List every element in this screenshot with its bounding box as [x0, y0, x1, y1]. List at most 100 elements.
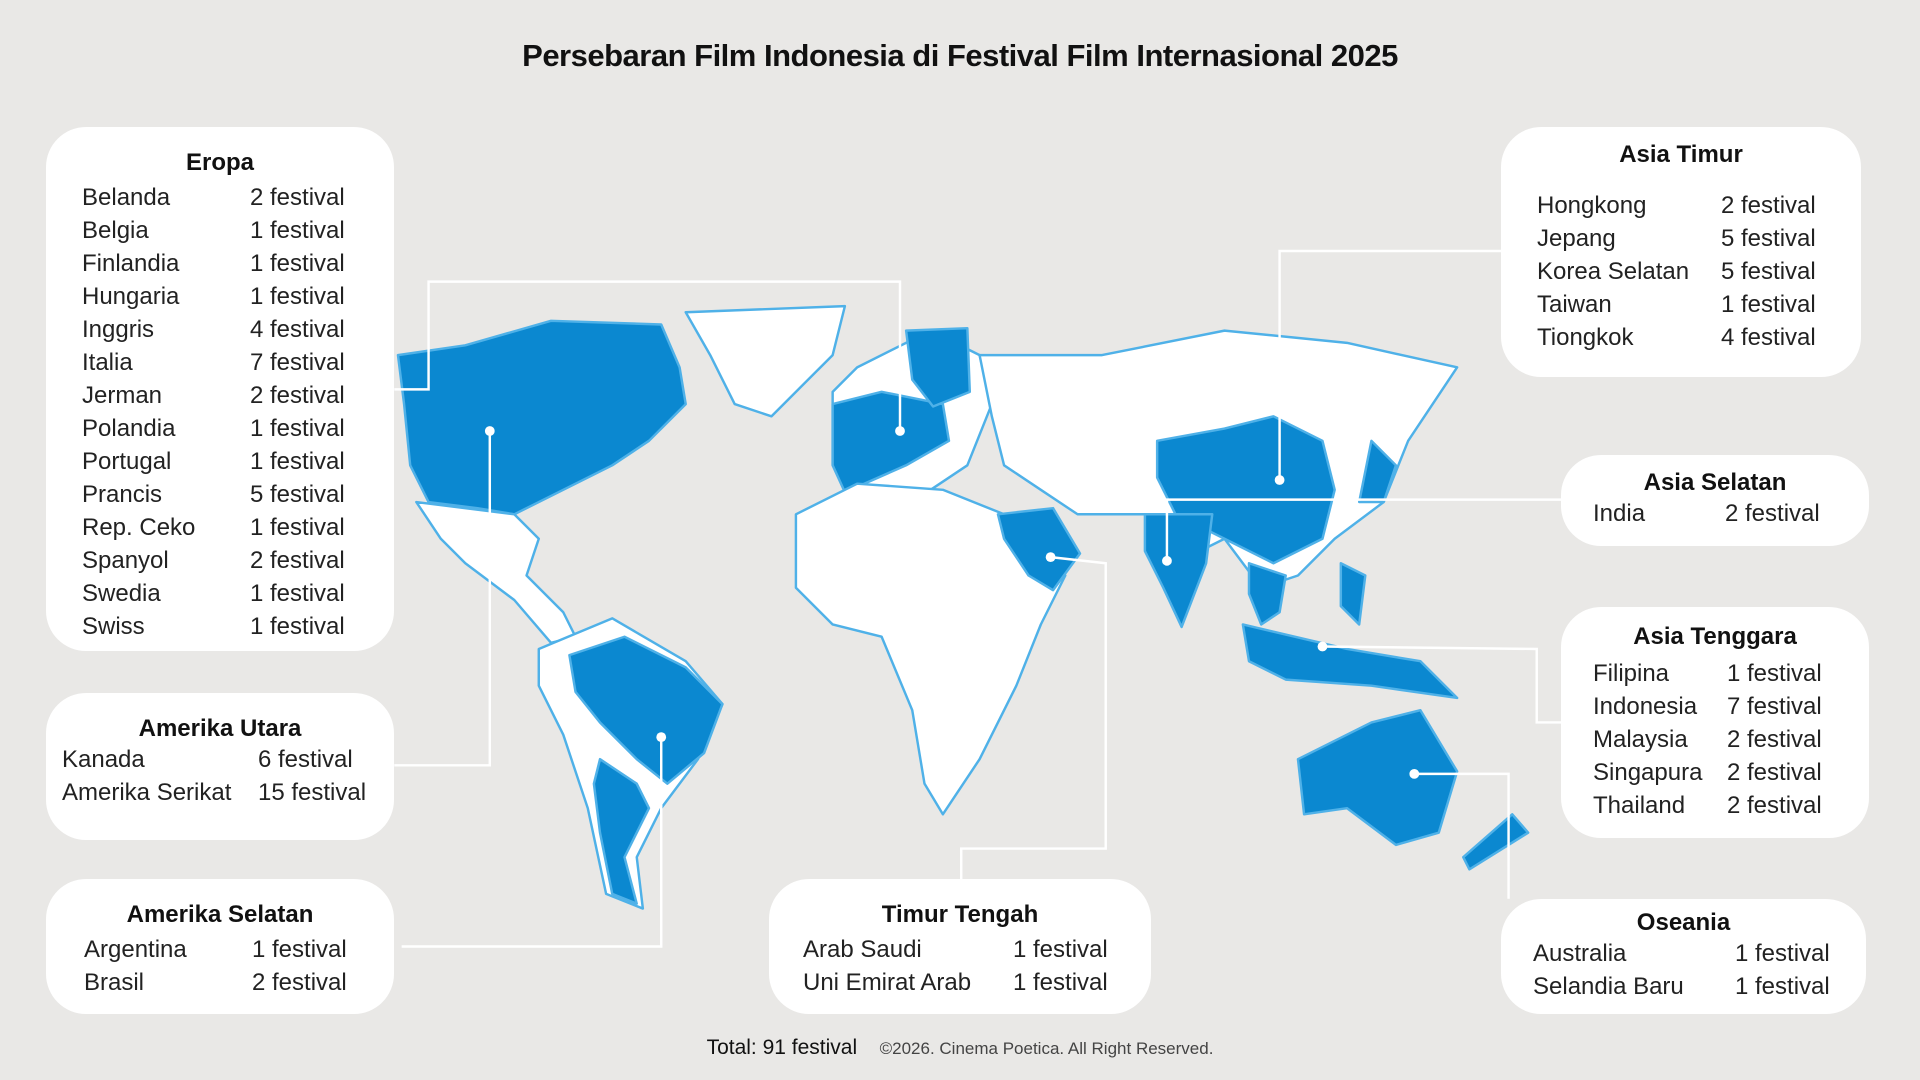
- country-name: Italia: [82, 349, 133, 376]
- country-name: Hongkong: [1537, 192, 1647, 219]
- region-title: Amerika Utara: [138, 715, 302, 742]
- region-box-asia-timur: Asia Timur Hongkong 2 festival Jepang 5 fest…: [1501, 127, 1861, 377]
- marker-eropa: [895, 426, 905, 436]
- country-row: Selandia Baru 1 festival: [1533, 970, 1834, 1003]
- country-name: Selandia Baru: [1533, 973, 1684, 1000]
- arabia: [996, 506, 1082, 592]
- country-row: Jepang 5 festival: [1537, 222, 1825, 255]
- festival-count: 1 festival: [250, 283, 345, 310]
- marker-asia-selatan: [1162, 555, 1172, 566]
- country-name: Rep. Ceko: [82, 514, 196, 541]
- festival-count: 1 festival: [1013, 936, 1108, 963]
- country-row: Portugal 1 festival: [82, 445, 358, 478]
- country-row: Hongkong 2 festival: [1537, 189, 1825, 222]
- australia: [1296, 708, 1459, 847]
- country-name: Amerika Serikat: [62, 779, 232, 806]
- country-name: Prancis: [82, 481, 163, 508]
- copyright: ©2026. Cinema Poetica. All Right Reserve…: [879, 1039, 1214, 1058]
- country-row: Finlandia 1 festival: [82, 247, 358, 280]
- festival-count: 1 festival: [252, 936, 347, 963]
- festival-count: 5 festival: [1721, 258, 1816, 285]
- festival-count: 5 festival: [1721, 225, 1816, 252]
- connector-asia-timur: [1278, 249, 1502, 480]
- region-box-asia-selatan: Asia Selatan India 2 festival: [1561, 455, 1869, 546]
- festival-count: 1 festival: [250, 250, 345, 277]
- country-name: Filipina: [1593, 660, 1670, 687]
- map-title: Persebaran Film Indonesia di Festival Fi…: [522, 38, 1398, 73]
- country-name: Uni Emirat Arab: [803, 969, 972, 996]
- country-row: Belgia 1 festival: [82, 214, 358, 247]
- region-box-oseania: Oseania Australia 1 festival Selandia Baru 1…: [1501, 899, 1866, 1014]
- country-name: Thailand: [1593, 792, 1686, 819]
- country-name: Taiwan: [1537, 291, 1612, 318]
- country-name: Australia: [1533, 940, 1627, 967]
- region-box-amerika-selatan: Amerika Selatan Argentina 1 festival Brasil…: [46, 879, 394, 1014]
- country-row: Arab Saudi 1 festival: [803, 933, 1117, 966]
- festival-count: 2 festival: [1727, 726, 1822, 753]
- country-name: Finlandia: [82, 250, 180, 277]
- country-row: Polandia 1 festival: [82, 412, 358, 445]
- africa: [794, 482, 1067, 816]
- region-title: Asia Tenggara: [1633, 623, 1797, 650]
- festival-count: 6 festival: [258, 746, 353, 773]
- festival-count: 5 festival: [250, 481, 345, 508]
- country-name: Arab Saudi: [803, 936, 922, 963]
- brazil: [568, 635, 724, 785]
- festival-count: 1 festival: [250, 613, 345, 640]
- connector-oseania: [1414, 772, 1510, 899]
- festival-count: 4 festival: [1721, 324, 1816, 351]
- region-title: Amerika Selatan: [126, 901, 314, 928]
- country-name: Belgia: [82, 217, 149, 244]
- festival-count: 2 festival: [1727, 759, 1822, 786]
- western-europe: [831, 390, 951, 494]
- country-row: Prancis 5 festival: [82, 478, 358, 511]
- malaysia-indonesia: [1241, 623, 1459, 700]
- country-row: India 2 festival: [1593, 497, 1837, 530]
- connector-amerika-selatan: [401, 737, 663, 948]
- argentina: [592, 757, 651, 905]
- festival-count: 2 festival: [250, 382, 345, 409]
- festival-count: 1 festival: [250, 580, 345, 607]
- festival-count: 2 festival: [250, 547, 345, 574]
- festival-count: 2 festival: [1727, 792, 1822, 819]
- country-row: Spanyol 2 festival: [82, 544, 358, 577]
- india: [1143, 513, 1214, 629]
- country-row: Amerika Serikat 15 festival: [62, 776, 378, 809]
- connector-timur-tengah: [960, 555, 1107, 880]
- country-row: Belanda 2 festival: [82, 181, 358, 214]
- marker-amerika-utara: [484, 426, 495, 436]
- country-name: Inggris: [82, 316, 155, 343]
- region-box-amerika-utara: Amerika Utara Kanada 6 festival Amerika Ser…: [46, 693, 394, 840]
- country-name: Jepang: [1537, 225, 1616, 252]
- country-name: India: [1593, 500, 1646, 527]
- japan: [1357, 439, 1398, 504]
- festival-count: 1 festival: [250, 514, 345, 541]
- festival-count: 4 festival: [250, 316, 345, 343]
- marker-asia-tenggara: [1317, 641, 1328, 652]
- marker-timur-tengah: [1045, 552, 1056, 563]
- country-name: Swedia: [82, 580, 161, 607]
- country-row: Brasil 2 festival: [84, 966, 356, 999]
- country-row: Italia 7 festival: [82, 346, 358, 379]
- country-row: Thailand 2 festival: [1593, 789, 1837, 822]
- country-name: Jerman: [82, 382, 163, 409]
- country-row: Singapura 2 festival: [1593, 756, 1837, 789]
- country-row: Korea Selatan 5 festival: [1537, 255, 1825, 288]
- region-title: Timur Tengah: [881, 901, 1039, 928]
- region-box-timur-tengah: Timur Tengah Arab Saudi 1 festival Uni Emir…: [769, 879, 1151, 1014]
- festival-count: 2 festival: [1721, 192, 1816, 219]
- philippines: [1339, 562, 1367, 626]
- country-row: Tiongkok 4 festival: [1537, 321, 1825, 354]
- connector-asia-tenggara: [1322, 645, 1562, 724]
- country-row: Swedia 1 festival: [82, 577, 358, 610]
- country-name: Brasil: [84, 969, 145, 996]
- country-row: Jerman 2 festival: [82, 379, 358, 412]
- country-name: Tiongkok: [1537, 324, 1634, 351]
- country-name: Singapura: [1593, 759, 1703, 786]
- country-row: Taiwan 1 festival: [1537, 288, 1825, 321]
- country-row: Filipina 1 festival: [1593, 657, 1837, 690]
- country-row: Argentina 1 festival: [84, 933, 356, 966]
- country-name: Swiss: [82, 613, 145, 640]
- region-box-asia-tenggara: Asia Tenggara Filipina 1 festival Indonesia…: [1561, 607, 1869, 838]
